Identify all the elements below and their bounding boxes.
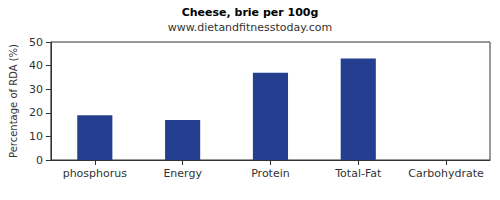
svg-text:Protein: Protein [251, 167, 290, 180]
svg-text:20: 20 [29, 106, 43, 119]
svg-text:Total-Fat: Total-Fat [334, 167, 382, 180]
svg-text:0: 0 [36, 154, 43, 167]
svg-text:phosphorus: phosphorus [63, 167, 128, 180]
svg-text:Energy: Energy [163, 167, 202, 180]
svg-text:40: 40 [29, 59, 43, 72]
svg-text:50: 50 [29, 36, 43, 49]
svg-text:Percentage of RDA (%): Percentage of RDA (%) [8, 44, 19, 158]
svg-text:10: 10 [29, 130, 43, 143]
svg-text:www.dietandfitnesstoday.com: www.dietandfitnesstoday.com [168, 21, 332, 34]
svg-text:30: 30 [29, 83, 43, 96]
svg-text:Cheese, brie per 100g: Cheese, brie per 100g [182, 6, 319, 19]
svg-text:Carbohydrate: Carbohydrate [408, 167, 484, 180]
